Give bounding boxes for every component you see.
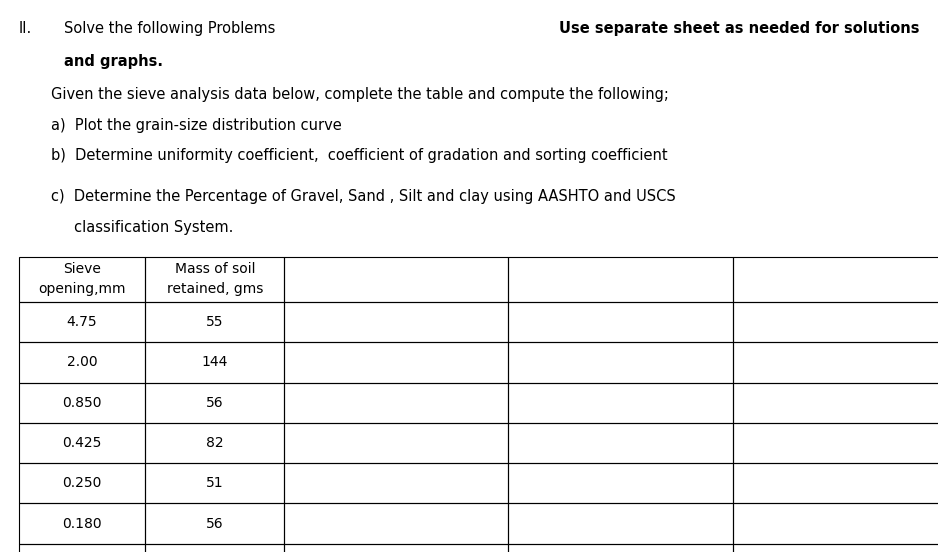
- Text: 82: 82: [206, 436, 223, 450]
- Text: 4.75: 4.75: [67, 315, 98, 329]
- Text: b)  Determine uniformity coefficient,  coefficient of gradation and sorting coef: b) Determine uniformity coefficient, coe…: [51, 148, 667, 163]
- Text: classification System.: classification System.: [51, 220, 233, 235]
- Text: 0.850: 0.850: [62, 396, 102, 410]
- Bar: [145, 257, 284, 302]
- Text: c)  Determine the Percentage of Gravel, Sand , Silt and clay using AASHTO and US: c) Determine the Percentage of Gravel, S…: [51, 189, 675, 204]
- Text: retained, gms: retained, gms: [167, 282, 263, 296]
- Bar: [145, 503, 284, 544]
- Bar: [19, 257, 145, 302]
- Bar: [145, 463, 284, 503]
- Text: a)  Plot the grain-size distribution curve: a) Plot the grain-size distribution curv…: [51, 118, 341, 132]
- Bar: [733, 383, 938, 423]
- Bar: [145, 423, 284, 463]
- Bar: [733, 503, 938, 544]
- Text: Given the sieve analysis data below, complete the table and compute the followin: Given the sieve analysis data below, com…: [51, 87, 669, 102]
- Text: 0.180: 0.180: [62, 517, 102, 530]
- Bar: [733, 342, 938, 383]
- Bar: [284, 342, 508, 383]
- Text: 55: 55: [206, 315, 223, 329]
- Bar: [508, 463, 733, 503]
- Bar: [19, 503, 145, 544]
- Bar: [145, 342, 284, 383]
- Bar: [508, 503, 733, 544]
- Text: 0.425: 0.425: [63, 436, 101, 450]
- Text: 2.00: 2.00: [67, 355, 98, 369]
- Bar: [508, 544, 733, 552]
- Bar: [733, 302, 938, 342]
- Bar: [508, 383, 733, 423]
- Bar: [284, 257, 508, 302]
- Text: 144: 144: [202, 355, 228, 369]
- Text: 56: 56: [206, 517, 223, 530]
- Bar: [733, 257, 938, 302]
- Bar: [19, 342, 145, 383]
- Bar: [508, 342, 733, 383]
- Bar: [508, 302, 733, 342]
- Bar: [19, 383, 145, 423]
- Bar: [284, 503, 508, 544]
- Text: Use separate sheet as needed for solutions: Use separate sheet as needed for solutio…: [559, 21, 919, 36]
- Bar: [508, 423, 733, 463]
- Bar: [284, 463, 508, 503]
- Bar: [19, 463, 145, 503]
- Text: 56: 56: [206, 396, 223, 410]
- Bar: [733, 423, 938, 463]
- Bar: [508, 257, 733, 302]
- Bar: [19, 423, 145, 463]
- Text: II.: II.: [19, 21, 32, 36]
- Text: 51: 51: [206, 476, 223, 490]
- Text: and graphs.: and graphs.: [64, 54, 163, 69]
- Bar: [733, 544, 938, 552]
- Bar: [145, 544, 284, 552]
- Text: Solve the following Problems: Solve the following Problems: [64, 21, 275, 36]
- Bar: [284, 383, 508, 423]
- Text: Mass of soil: Mass of soil: [174, 262, 255, 276]
- Bar: [284, 302, 508, 342]
- Bar: [284, 544, 508, 552]
- Bar: [733, 463, 938, 503]
- Text: 0.250: 0.250: [63, 476, 101, 490]
- Text: opening,mm: opening,mm: [38, 282, 126, 296]
- Bar: [145, 383, 284, 423]
- Bar: [19, 544, 145, 552]
- Bar: [145, 302, 284, 342]
- Bar: [19, 302, 145, 342]
- Text: Sieve: Sieve: [63, 262, 101, 276]
- Bar: [284, 423, 508, 463]
